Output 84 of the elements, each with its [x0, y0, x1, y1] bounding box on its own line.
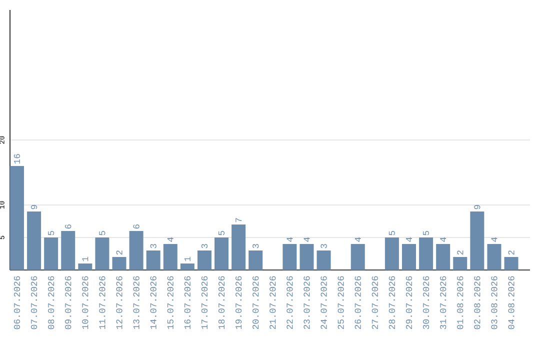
data-label: 4	[167, 237, 174, 242]
x-tick-label: 07.07.2026	[30, 276, 38, 330]
data-label: 4	[440, 237, 446, 242]
bar	[248, 250, 263, 270]
x-tick-label: 29.07.2026	[406, 276, 412, 330]
data-label: 2	[508, 250, 514, 255]
data-label: 6	[65, 224, 72, 229]
x-tick-label: 01.08.2026	[457, 276, 464, 330]
data-label: 3	[320, 244, 327, 248]
data-label: 5	[218, 230, 225, 236]
bar	[470, 212, 484, 270]
bar	[95, 238, 110, 270]
data-label: 4	[286, 237, 293, 242]
data-label: 2	[116, 250, 122, 255]
x-tick-label: 25.07.2026	[338, 276, 344, 330]
bar	[10, 166, 24, 270]
data-label: 9	[474, 205, 480, 210]
bar	[44, 238, 58, 270]
x-tick-label: 31.07.2026	[440, 276, 446, 330]
bar	[61, 231, 76, 270]
data-label: 3	[150, 244, 156, 248]
x-tick-label: 02.08.2026	[474, 276, 480, 330]
data-label: 9	[30, 205, 38, 210]
x-tick-label: 19.07.2026	[236, 276, 242, 330]
bar	[146, 250, 160, 270]
data-label: 1	[184, 256, 190, 262]
bar	[163, 244, 178, 270]
bar	[384, 238, 399, 270]
x-tick-label: 04.08.2026	[508, 276, 514, 330]
data-label: 4	[491, 237, 498, 242]
data-label: 5	[388, 230, 395, 236]
bar	[27, 212, 42, 270]
data-label: 4	[406, 237, 412, 242]
bar	[282, 244, 297, 270]
x-tick-label: 03.08.2026	[491, 276, 498, 330]
x-tick-label: 16.07.2026	[184, 276, 190, 330]
x-tick-label: 06.07.2026	[14, 276, 20, 330]
data-label: 5	[99, 230, 106, 236]
data-label: 5	[423, 230, 430, 236]
bar	[232, 224, 246, 270]
x-tick-label: 22.07.2026	[286, 276, 293, 330]
x-tick-label: 27.07.2026	[372, 276, 378, 330]
bar	[129, 231, 144, 270]
bar	[197, 250, 212, 270]
bar	[78, 264, 92, 270]
x-tick-label: 30.07.2026	[422, 276, 430, 330]
x-tick-label: 13.07.2026	[133, 276, 140, 330]
bar	[453, 257, 468, 270]
x-tick-label: 12.07.2026	[116, 276, 122, 330]
x-tick-label: 09.07.2026	[65, 276, 72, 330]
bar	[214, 238, 229, 270]
data-label: 3	[201, 244, 208, 248]
bar	[180, 264, 194, 270]
x-tick-label: 15.07.2026	[167, 276, 174, 330]
data-label: 6	[133, 224, 140, 229]
data-label: 7	[236, 218, 242, 222]
x-tick-label: 08.07.2026	[48, 276, 54, 330]
bar	[316, 250, 331, 270]
data-label: 5	[48, 230, 54, 236]
data-label: 1	[82, 256, 88, 262]
x-tick-label: 21.07.2026	[270, 276, 276, 330]
data-label: 2	[457, 250, 464, 255]
data-label: 16	[14, 154, 20, 164]
x-tick-label: 17.07.2026	[201, 276, 208, 330]
bar	[504, 257, 518, 270]
bar	[487, 244, 502, 270]
bar	[436, 244, 450, 270]
x-tick-label: 14.07.2026	[150, 276, 156, 330]
bar	[300, 244, 314, 270]
bar	[402, 244, 416, 270]
x-tick-label: 18.07.2026	[218, 276, 225, 330]
x-tick-label: 26.07.2026	[354, 276, 361, 330]
data-label: 4	[354, 237, 361, 242]
x-tick-label: 11.07.2026	[99, 276, 106, 330]
bar	[419, 238, 434, 270]
bar	[112, 257, 126, 270]
x-tick-label: 20.07.2026	[252, 276, 259, 330]
x-tick-label: 24.07.2026	[320, 276, 327, 330]
data-label: 4	[304, 237, 310, 242]
x-tick-label: 10.07.2026	[82, 276, 88, 330]
bar	[350, 244, 365, 270]
x-tick-label: 28.07.2026	[388, 276, 396, 330]
x-tick-label: 23.07.2026	[304, 276, 310, 330]
data-label: 3	[252, 244, 259, 248]
